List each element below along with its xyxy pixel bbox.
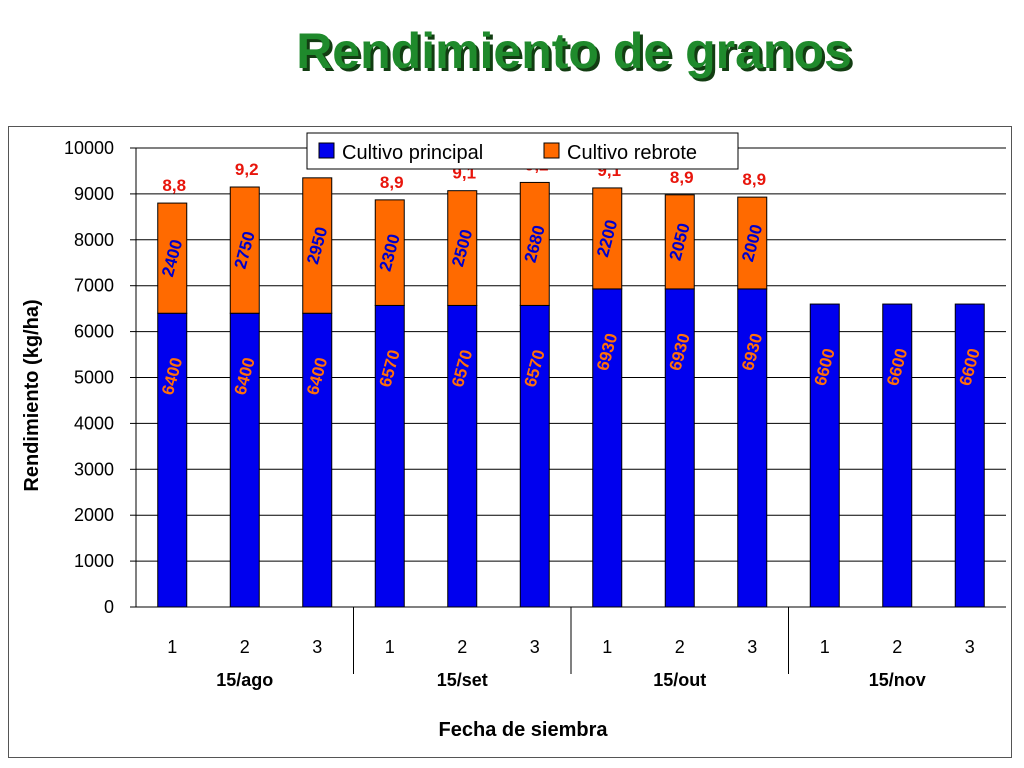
x-group-label-15-out: 15/out — [653, 670, 706, 690]
total-label-8: 8,9 — [670, 168, 694, 187]
data-labels: 640024008,8640027509,2640029509,46570230… — [158, 151, 984, 397]
y-tick-label-4000: 4000 — [74, 413, 114, 433]
y-tick-label-8000: 8000 — [74, 230, 114, 250]
y-tick-label-3000: 3000 — [74, 459, 114, 479]
bar-rebrote-8 — [664, 194, 695, 290]
x-category-label-8: 2 — [675, 637, 685, 657]
y-tick-label-0: 0 — [104, 597, 114, 617]
total-label-4: 8,9 — [380, 173, 404, 192]
bar-principal-12 — [954, 303, 985, 608]
legend-box — [306, 132, 739, 170]
bar-principal-10 — [809, 303, 840, 608]
legend: Cultivo principal Cultivo rebrote — [306, 132, 739, 170]
y-axis-title: Rendimiento (kg/ha) — [21, 299, 43, 491]
total-label-2: 9,2 — [235, 160, 259, 179]
x-category-label-12: 3 — [965, 637, 975, 657]
x-axis-title: Fecha de siembra — [439, 719, 609, 741]
x-category-label-10: 1 — [820, 637, 830, 657]
x-group-label-15-ago: 15/ago — [216, 670, 273, 690]
bar-rebrote-9 — [737, 196, 768, 290]
total-label-1: 8,8 — [162, 176, 186, 195]
y-tick-label-6000: 6000 — [74, 322, 114, 342]
total-label-9: 8,9 — [742, 170, 766, 189]
bar-rebrote-7 — [592, 187, 623, 290]
bar-rebrote-4 — [374, 199, 405, 306]
bar-principal-2 — [229, 312, 260, 608]
x-category-label-4: 1 — [385, 637, 395, 657]
bar-rebrote-3 — [302, 177, 333, 314]
y-tick-label-10000: 10000 — [64, 138, 114, 158]
bar-rebrote-2 — [229, 186, 260, 314]
y-tick-label-5000: 5000 — [74, 368, 114, 388]
chart-frame — [8, 126, 1012, 758]
tick-labels: 0 1000 2000 3000 4000 5000 6000 7000 8000 9000 100… — [64, 138, 975, 690]
x-category-label-2: 2 — [240, 637, 250, 657]
legend-label-cultivo-rebrote: Cultivo rebrote — [567, 142, 697, 164]
x-category-label-3: 3 — [312, 637, 322, 657]
bar-principal-3 — [302, 312, 333, 608]
bar-rebrote-1 — [157, 202, 188, 314]
x-category-label-7: 1 — [602, 637, 612, 657]
bar-principal-1 — [157, 312, 188, 608]
x-group-label-15-nov: 15/nov — [869, 670, 926, 690]
bar-principal-11 — [882, 303, 913, 608]
x-category-label-1: 1 — [167, 637, 177, 657]
bar-principal-6 — [519, 304, 550, 608]
x-category-label-5: 2 — [457, 637, 467, 657]
x-group-label-15-set: 15/set — [437, 670, 488, 690]
bar-rebrote-5 — [447, 190, 478, 306]
page-title: Rendimiento de granos — [296, 23, 852, 79]
bar-principal-8 — [664, 288, 695, 608]
x-category-label-11: 2 — [892, 637, 902, 657]
bars — [157, 177, 985, 608]
bar-principal-5 — [447, 304, 478, 608]
y-tick-label-1000: 1000 — [74, 551, 114, 571]
y-tick-label-9000: 9000 — [74, 184, 114, 204]
legend-swatch-cultivo-principal — [318, 142, 335, 159]
y-tick-label-2000: 2000 — [74, 505, 114, 525]
y-tick-label-7000: 7000 — [74, 276, 114, 296]
x-category-label-9: 3 — [747, 637, 757, 657]
gridlines — [136, 147, 1006, 562]
x-category-label-6: 3 — [530, 637, 540, 657]
legend-swatch-cultivo-rebrote — [543, 142, 560, 159]
legend-label-cultivo-principal: Cultivo principal — [342, 142, 483, 164]
bar-rebrote-6 — [519, 181, 550, 306]
